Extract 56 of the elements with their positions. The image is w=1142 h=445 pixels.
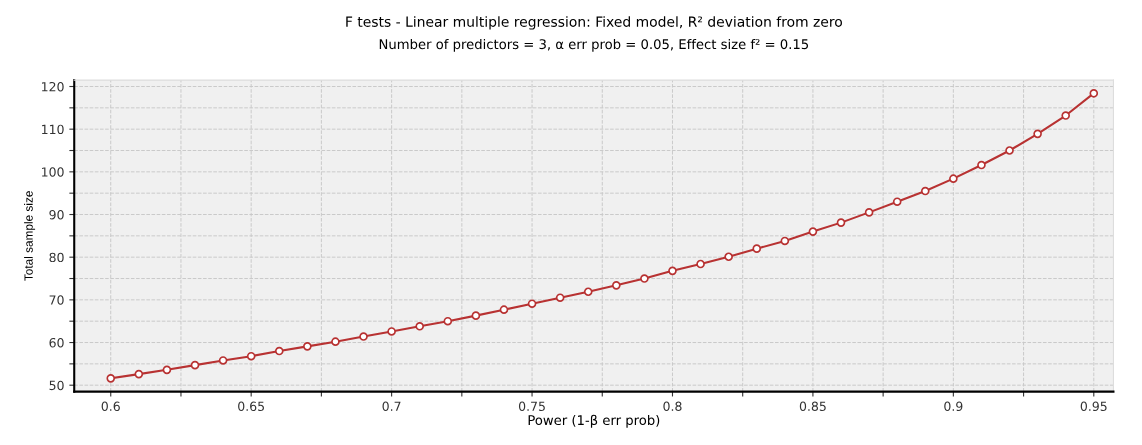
point <box>808 227 818 236</box>
y-tick-label: 110 <box>42 124 64 135</box>
point <box>696 259 705 269</box>
y-tick-label: 50 <box>49 380 64 391</box>
point <box>274 346 284 356</box>
point <box>640 274 649 283</box>
y-axis-title: Total sample size <box>24 191 36 281</box>
x-tick-label: 0.95 <box>1080 401 1107 411</box>
x-axis-title: Power (1-β err prob) <box>528 414 660 428</box>
point <box>443 316 453 326</box>
y-tick-label: 90 <box>49 209 64 220</box>
point <box>106 374 116 383</box>
point <box>864 208 874 217</box>
point <box>415 322 425 331</box>
point <box>977 160 986 170</box>
point <box>331 337 340 346</box>
point <box>752 244 762 253</box>
point <box>246 351 256 361</box>
point <box>218 356 228 365</box>
point <box>387 327 396 336</box>
point <box>134 369 144 379</box>
point <box>583 287 593 297</box>
y-tick-label: 100 <box>42 167 64 177</box>
y-tick-label: 80 <box>49 252 64 263</box>
x-tick-label: 0.75 <box>518 401 545 411</box>
point <box>1033 129 1042 139</box>
point <box>162 365 172 375</box>
point <box>527 299 537 309</box>
point <box>1061 111 1071 120</box>
point <box>1005 146 1014 155</box>
x-tick-label: 0.8 <box>663 401 682 411</box>
point <box>836 218 846 227</box>
x-tick-label: 0.7 <box>382 401 401 411</box>
x-tick-label: 0.9 <box>944 401 963 411</box>
chart-subtitle: Number of predictors = 3, α err prob = 0.05, Effect size f² = 0.15 <box>379 38 809 52</box>
point <box>471 311 481 320</box>
x-tick-label: 0.6 <box>101 401 120 411</box>
chart-title: F tests - Linear multiple regression: Fixed model, R² deviation from zero <box>346 16 842 30</box>
point <box>190 360 200 370</box>
y-tick-label: 70 <box>49 295 64 305</box>
y-tick-label: 120 <box>42 81 64 92</box>
point <box>555 293 565 303</box>
point <box>499 305 509 314</box>
point <box>920 186 930 196</box>
point <box>780 236 790 246</box>
point <box>1089 89 1099 98</box>
point <box>949 174 958 183</box>
point <box>612 281 621 290</box>
point <box>724 252 733 262</box>
x-tick-label: 0.65 <box>238 401 264 411</box>
point <box>359 332 368 341</box>
point <box>303 342 312 351</box>
y-tick-label: 60 <box>49 338 64 348</box>
x-tick-label: 0.85 <box>799 401 826 411</box>
point <box>668 266 677 276</box>
point <box>892 197 902 207</box>
